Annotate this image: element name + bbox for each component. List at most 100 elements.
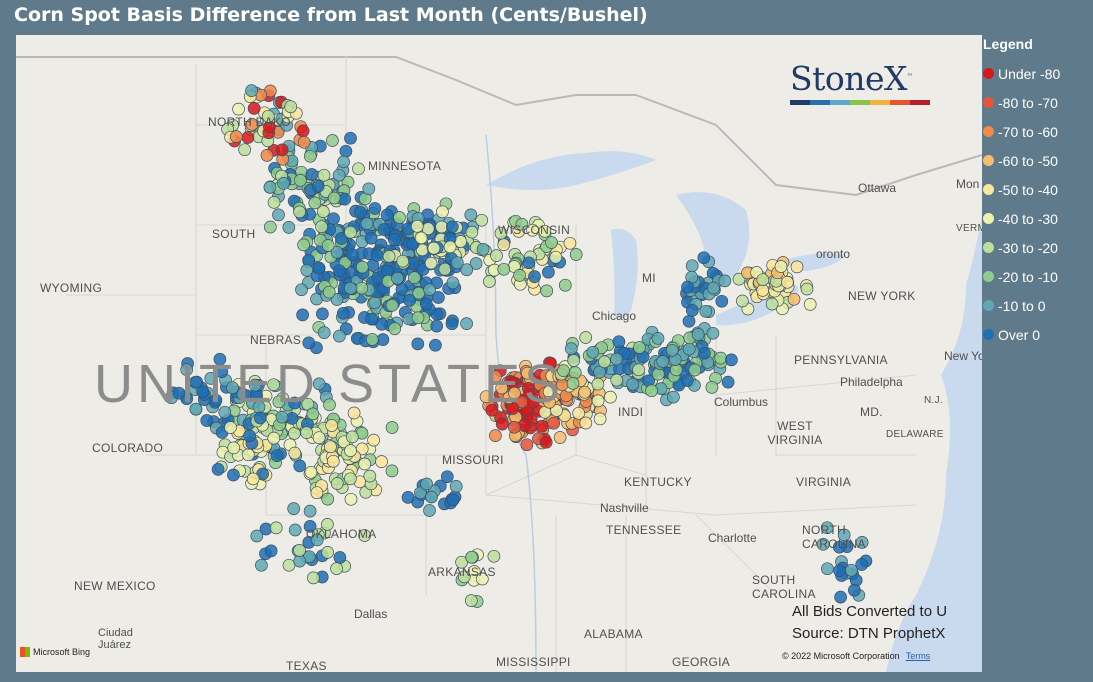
bid-marker xyxy=(261,109,275,123)
bid-marker xyxy=(368,296,382,310)
bid-marker xyxy=(365,312,378,326)
bid-marker xyxy=(515,217,529,231)
bid-marker xyxy=(380,208,394,222)
bid-marker xyxy=(460,263,474,277)
bid-marker xyxy=(396,254,410,268)
bid-marker xyxy=(508,386,521,400)
bid-marker xyxy=(495,381,509,395)
legend-item[interactable]: -60 to -50 xyxy=(983,146,1091,175)
bid-marker xyxy=(330,245,344,259)
bid-marker xyxy=(656,355,670,368)
bing-logo-icon xyxy=(20,647,30,657)
bid-marker xyxy=(446,493,460,507)
bid-marker xyxy=(414,231,428,245)
bid-marker xyxy=(316,205,330,218)
city-label-nashville: Nashville xyxy=(600,501,649,515)
bid-marker xyxy=(284,100,298,114)
bid-marker xyxy=(680,374,694,387)
bid-marker xyxy=(494,226,508,240)
bid-marker xyxy=(311,179,325,193)
stonex-logo: StoneX™ xyxy=(790,59,940,105)
legend-swatch-icon xyxy=(983,213,994,224)
legend-item[interactable]: -40 to -30 xyxy=(983,204,1091,233)
bid-marker xyxy=(567,354,581,367)
bid-marker xyxy=(323,398,336,412)
bid-marker xyxy=(593,365,606,379)
legend-swatch-icon xyxy=(983,97,994,108)
legend-label: -80 to -70 xyxy=(998,94,1058,111)
bid-marker xyxy=(528,270,541,283)
bid-marker xyxy=(260,149,274,162)
state-label-north-dakota: NORTH DAKO xyxy=(208,115,291,129)
bid-marker xyxy=(697,251,711,265)
bid-marker xyxy=(360,217,374,230)
legend-item[interactable]: -20 to -10 xyxy=(983,262,1091,291)
city-label-charlotte: Charlotte xyxy=(708,531,757,545)
bid-marker xyxy=(330,477,344,490)
bid-marker xyxy=(315,220,328,234)
bid-marker xyxy=(424,256,438,270)
bid-marker xyxy=(336,306,350,320)
bid-marker xyxy=(200,414,214,427)
note-source: Source: DTN ProphetX xyxy=(792,625,946,642)
state-label-minnesota: MINNESOTA xyxy=(368,159,442,173)
bid-marker xyxy=(305,168,319,181)
bid-marker xyxy=(213,352,227,366)
bid-marker xyxy=(667,390,680,404)
bid-marker xyxy=(354,206,367,219)
legend-item[interactable]: -50 to -40 xyxy=(983,175,1091,204)
bid-marker xyxy=(568,366,582,379)
map-canvas[interactable]: UNITED STATES NORTH DAKO SOUTH MINNESOTA… xyxy=(16,35,982,672)
bid-marker xyxy=(591,377,605,391)
bid-marker xyxy=(344,472,357,486)
copyright: © 2022 Microsoft Corporation Terms xyxy=(782,651,931,661)
bid-marker xyxy=(443,240,457,254)
bid-markers[interactable] xyxy=(165,84,873,608)
legend-item[interactable]: -30 to -20 xyxy=(983,233,1091,262)
legend-item[interactable]: -10 to 0 xyxy=(983,291,1091,320)
legend-item[interactable]: Over 0 xyxy=(983,320,1091,349)
bid-marker xyxy=(543,395,556,409)
bid-marker xyxy=(698,346,711,360)
bid-marker xyxy=(215,365,229,379)
bid-marker xyxy=(270,449,284,462)
bid-marker xyxy=(303,520,317,533)
bid-marker xyxy=(297,238,310,252)
atlantic-ocean xyxy=(886,215,982,672)
state-label-pennsylvania: PENNSYLVANIA xyxy=(794,353,888,367)
state-label-wisconsin: WISCONSIN xyxy=(498,223,571,237)
note-conversion: All Bids Converted to U xyxy=(792,603,948,620)
legend-swatch-icon xyxy=(983,184,994,195)
state-label-georgia: GEORGIA xyxy=(672,655,731,669)
bid-marker xyxy=(411,337,425,351)
bid-marker xyxy=(423,283,436,296)
bid-marker xyxy=(834,590,847,604)
bid-marker xyxy=(295,283,308,297)
bid-marker xyxy=(330,562,343,575)
bid-marker xyxy=(681,280,694,294)
bid-marker xyxy=(464,208,478,222)
state-label-oklahoma: OKLAHOMA xyxy=(306,527,377,541)
bid-marker xyxy=(489,429,502,442)
bid-marker xyxy=(363,469,377,483)
bid-marker xyxy=(714,351,728,365)
bid-marker xyxy=(586,345,600,359)
legend-item[interactable]: -70 to -60 xyxy=(983,117,1091,146)
bid-marker xyxy=(321,518,334,531)
bid-marker xyxy=(403,294,416,307)
bid-marker xyxy=(248,378,262,392)
bid-marker xyxy=(411,311,425,325)
bid-marker xyxy=(848,583,861,597)
legend-swatch-icon xyxy=(983,300,994,311)
bid-marker xyxy=(721,375,735,389)
state-label-michigan: MI xyxy=(642,271,656,285)
legend-item[interactable]: -80 to -70 xyxy=(983,88,1091,117)
terms-link[interactable]: Terms xyxy=(905,651,931,661)
bid-marker xyxy=(316,307,329,321)
legend-item[interactable]: Under -80 xyxy=(983,59,1091,88)
legend-label: -20 to -10 xyxy=(998,268,1058,285)
bid-marker xyxy=(465,225,479,239)
bid-marker xyxy=(593,412,607,426)
bid-marker xyxy=(243,429,256,443)
bid-marker xyxy=(209,393,223,407)
